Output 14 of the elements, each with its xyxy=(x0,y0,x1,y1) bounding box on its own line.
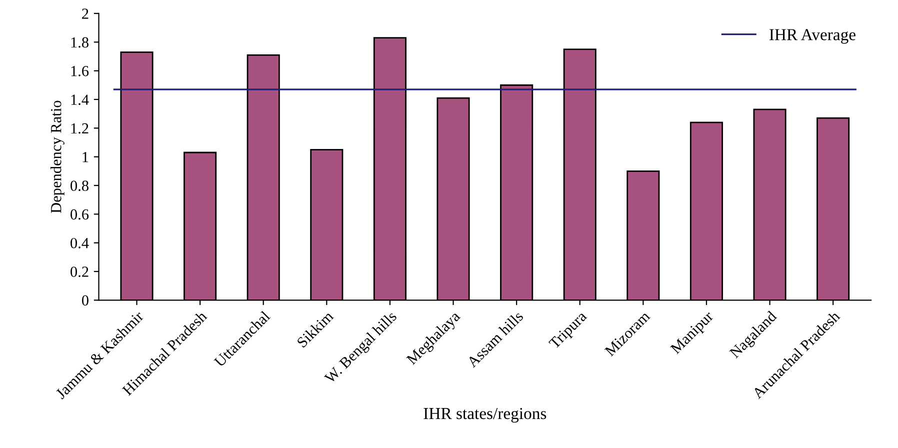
y-tick-label: 0.6 xyxy=(70,209,89,220)
x-axis-title: IHR states/regions xyxy=(424,408,546,423)
y-tick-label: 1.8 xyxy=(71,37,88,48)
y-tick-label: 1.2 xyxy=(71,123,88,134)
y-tick-label: 1 xyxy=(82,152,88,162)
y-axis-title: Dependency Ratio xyxy=(50,100,64,213)
legend-label: IHR Average xyxy=(769,29,856,44)
y-tick-label: 0 xyxy=(82,295,88,306)
y-tick-label: 0.4 xyxy=(70,238,89,248)
y-tick-label: 1.4 xyxy=(71,94,89,105)
y-tick-label: 2 xyxy=(82,8,88,19)
y-tick-label: 0.8 xyxy=(70,180,88,191)
y-tick-label: 1.6 xyxy=(71,66,89,76)
y-tick-label: 0.2 xyxy=(70,266,88,278)
